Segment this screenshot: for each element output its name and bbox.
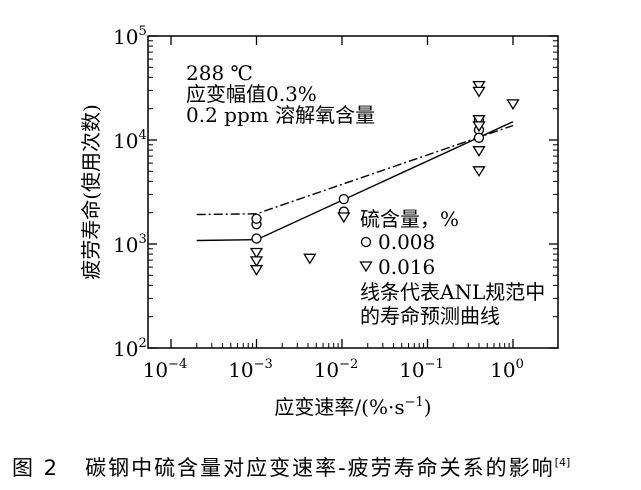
solid-prediction-curve — [196, 121, 514, 242]
y-tick-label: 105 — [113, 24, 147, 49]
legend-circle-marker — [360, 236, 372, 248]
data-point-circle — [338, 193, 349, 205]
caption-reference: [4] — [554, 456, 571, 469]
data-point-circle — [473, 132, 485, 143]
prediction-curves — [196, 121, 514, 242]
data-point-triangle — [303, 253, 317, 265]
legend-label-0-016: 0.016 — [378, 255, 435, 279]
data-point-triangle — [249, 247, 264, 259]
y-tick-label: 103 — [113, 232, 147, 257]
data-point-circle — [251, 213, 262, 224]
legend-title: 硫含量，% — [360, 207, 459, 231]
conditions-annotation: 288 ℃ 应变幅值0.3% 0.2 ppm 溶解氧含量 — [186, 61, 375, 127]
x-axis-label: 应变速率/(%·s−1) — [274, 395, 431, 419]
data-point-triangle — [506, 99, 520, 111]
figure-number: 图 2 — [12, 456, 60, 480]
y-tick-label: 104 — [113, 128, 147, 153]
data-point-triangle — [472, 115, 486, 126]
curve-note-line-1: 线条代表ANL规范中 — [360, 280, 545, 304]
figure-caption: 图 2 碳钢中硫含量对应变速率-疲劳寿命关系的影响[4] — [12, 452, 632, 482]
curve-note-line-2: 的寿命预测曲线 — [360, 304, 500, 328]
legend-triangle-marker — [359, 261, 373, 273]
plot-frame — [147, 35, 559, 349]
condition-strain-amplitude: 应变幅值0.3% — [186, 82, 317, 106]
data-point-triangle — [472, 166, 486, 178]
condition-dissolved-oxygen: 0.2 ppm 溶解氧含量 — [186, 103, 375, 127]
caption-text: 碳钢中硫含量对应变速率-疲劳寿命关系的影响 — [85, 456, 555, 480]
data-point-triangle — [472, 86, 486, 98]
data-point-triangle — [249, 256, 264, 268]
x-tick-label: 10−1 — [399, 357, 444, 382]
plot-area: 10−4 10−3 10−2 10−1 100 102 103 104 105 — [113, 24, 559, 382]
x-tick-label: 10−4 — [143, 357, 188, 382]
x-tick-label: 100 — [490, 357, 524, 382]
y-axis-label: 疲劳寿命(使用次数) — [79, 104, 103, 280]
chart-figure: 10−4 10−3 10−2 10−1 100 102 103 104 105 288 ℃ 应… — [79, 24, 559, 419]
tick-marks — [148, 35, 558, 349]
condition-temperature: 288 ℃ — [186, 61, 253, 85]
data-point-triangle — [472, 80, 486, 92]
legend-label-0-008: 0.008 — [378, 230, 435, 254]
y-tick-labels: 102 103 104 105 — [113, 24, 147, 361]
x-tick-label: 10−3 — [228, 357, 273, 382]
data-point-triangle — [472, 146, 486, 157]
data-point-circle — [251, 233, 262, 244]
x-tick-labels: 10−4 10−3 10−2 10−1 100 — [143, 357, 524, 382]
x-tick-label: 10−2 — [314, 357, 359, 382]
data-point-triangle — [249, 265, 264, 276]
data-point-triangle — [337, 212, 351, 224]
dashdot-prediction-curve — [196, 124, 514, 216]
legend: 硫含量，% 0.008 0.016 线条代表ANL规范中 的寿命预测曲线 — [359, 207, 545, 328]
data-point-triangle — [472, 121, 486, 133]
y-tick-label: 102 — [113, 336, 147, 361]
data-points — [249, 80, 520, 276]
